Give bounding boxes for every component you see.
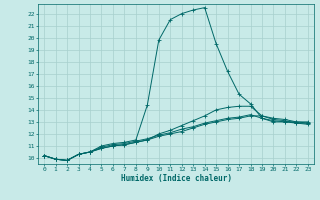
X-axis label: Humidex (Indice chaleur): Humidex (Indice chaleur): [121, 174, 231, 183]
